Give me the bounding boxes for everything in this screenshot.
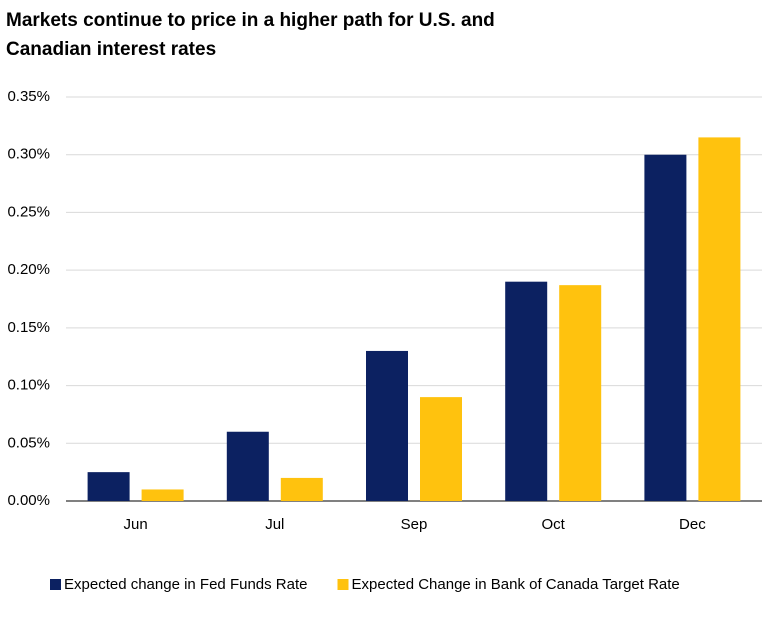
bar: [420, 397, 462, 501]
y-tick-label: 0.25%: [7, 203, 50, 220]
bar: [505, 281, 548, 501]
y-tick-label: 0.05%: [7, 434, 50, 451]
bar: [559, 285, 602, 501]
bar: [644, 154, 687, 501]
bar: [280, 477, 323, 501]
legend-swatch: [337, 579, 349, 590]
x-tick-label: Sep: [401, 516, 428, 533]
x-tick-label: Oct: [542, 516, 566, 533]
x-tick-label: Jun: [124, 516, 148, 533]
y-tick-label: 0.15%: [7, 319, 50, 336]
y-tick-label: 0.00%: [7, 492, 50, 509]
bar: [141, 489, 184, 501]
bar: [366, 350, 408, 501]
y-tick-label: 0.10%: [7, 377, 50, 394]
y-tick-label: 0.35%: [7, 88, 50, 105]
y-tick-label: 0.30%: [7, 146, 50, 163]
chart-title: Markets continue to price in a higher pa…: [6, 10, 495, 60]
bar: [698, 137, 741, 501]
x-tick-label: Jul: [265, 516, 284, 533]
legend-label: Expected change in Fed Funds Rate: [64, 576, 308, 593]
legend-label: Expected Change in Bank of Canada Target…: [352, 576, 680, 593]
legend-swatch: [50, 579, 61, 590]
y-tick-label: 0.20%: [7, 261, 50, 278]
x-tick-label: Dec: [679, 516, 706, 533]
bar: [87, 472, 130, 501]
bar: [226, 431, 269, 501]
